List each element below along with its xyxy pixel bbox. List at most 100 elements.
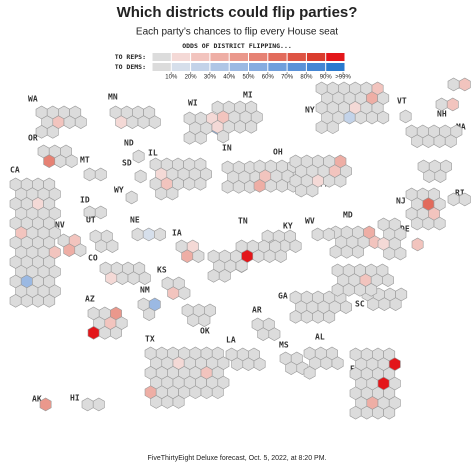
- district-hex: [94, 205, 107, 220]
- district-hex: [365, 283, 378, 297]
- district-hex: [105, 271, 118, 285]
- state-label: MT: [80, 156, 90, 165]
- district-hex: [32, 294, 44, 308]
- district-hex: [137, 115, 150, 129]
- district-hex: [200, 385, 213, 400]
- state-label: CA: [10, 166, 20, 175]
- district-hex: [189, 385, 202, 400]
- district-hex: [446, 97, 459, 112]
- district-hex: [253, 179, 266, 193]
- district-hex: [154, 227, 166, 242]
- district-hex: [433, 216, 446, 231]
- district-hex: [285, 361, 298, 375]
- legend-swatch: [210, 53, 229, 61]
- district-hex: [187, 313, 200, 327]
- district-hex: [311, 227, 324, 242]
- legend-tick-label: 70%: [281, 75, 294, 81]
- district-hex: [295, 183, 308, 198]
- district-hex: [148, 115, 161, 129]
- district-hex: [83, 167, 96, 182]
- legend-tick-label: 90%: [320, 75, 333, 81]
- state-label: MD: [343, 211, 353, 220]
- state-label: IA: [172, 229, 182, 238]
- district-hex: [194, 131, 207, 145]
- legend-tick-label: >99%: [335, 75, 351, 81]
- state-label: MI: [243, 91, 253, 100]
- district-hex: [399, 109, 412, 124]
- legend-tick-label: 30%: [204, 75, 217, 81]
- legend-swatch: [152, 63, 171, 71]
- legend-swatch: [287, 63, 306, 71]
- district-hex: [422, 216, 435, 231]
- district-hex: [343, 110, 356, 125]
- district-hex: [331, 356, 344, 370]
- district-hex: [377, 110, 390, 125]
- district-hex: [303, 366, 316, 380]
- state-label: DE: [400, 225, 410, 234]
- district-hex: [331, 283, 344, 297]
- district-hex: [181, 249, 194, 263]
- state-label: CO: [88, 254, 98, 263]
- district-hex: [54, 154, 67, 168]
- district-hex: [143, 307, 156, 321]
- district-hex: [323, 310, 336, 324]
- state-label: OK: [200, 327, 210, 336]
- district-hex: [131, 227, 144, 242]
- state-label: IL: [148, 149, 158, 158]
- district-hex: [125, 190, 138, 205]
- district-hex: [326, 120, 339, 135]
- state-label: SC: [355, 300, 365, 309]
- legend-tick-label: 80%: [300, 75, 313, 81]
- state-label: NH: [437, 110, 447, 119]
- state-label: NJ: [396, 197, 406, 206]
- district-hex: [289, 239, 302, 253]
- district-hex: [116, 271, 129, 285]
- district-hex: [92, 397, 105, 412]
- legend-swatch: [249, 63, 268, 71]
- district-hex: [178, 286, 191, 300]
- district-hex: [81, 397, 94, 412]
- district-hex: [115, 115, 128, 129]
- district-hex: [252, 249, 265, 263]
- district-hex: [9, 294, 22, 308]
- district-hex: [367, 297, 380, 311]
- district-hex: [352, 245, 364, 259]
- district-hex: [268, 327, 281, 341]
- district-hex: [423, 169, 436, 183]
- district-hex: [383, 246, 396, 261]
- legend-swatch: [326, 63, 345, 71]
- district-hex: [354, 283, 366, 297]
- district-hex: [458, 192, 471, 207]
- district-hex: [106, 239, 119, 253]
- legend-swatch: [326, 53, 345, 61]
- district-hex: [366, 110, 378, 125]
- state-label: AZ: [85, 295, 95, 304]
- legend-row-label: TO REPS:: [115, 53, 146, 61]
- district-hex: [263, 249, 276, 263]
- district-hex: [447, 77, 460, 92]
- district-hex: [349, 405, 362, 420]
- district-hex: [35, 125, 48, 139]
- state-label: UT: [86, 216, 96, 225]
- district-hex: [394, 246, 407, 261]
- state-label: MN: [108, 93, 118, 102]
- district-hex: [411, 237, 424, 252]
- district-hex: [20, 294, 33, 308]
- state-label: NM: [140, 286, 150, 295]
- state-label: OH: [273, 148, 283, 157]
- district-hex: [142, 227, 155, 242]
- legend-swatch: [287, 53, 306, 61]
- district-hex: [389, 297, 402, 311]
- district-hex: [43, 154, 56, 168]
- district-hex: [232, 180, 245, 194]
- state-label: TN: [238, 217, 248, 226]
- district-hex: [194, 177, 207, 191]
- district-hex: [315, 120, 328, 135]
- district-hex: [342, 283, 355, 297]
- legend-swatch: [171, 63, 191, 71]
- district-hex: [235, 259, 248, 273]
- legend-tick-label: 60%: [262, 75, 275, 81]
- district-hex: [422, 134, 435, 148]
- state-label: GA: [278, 292, 288, 301]
- district-hex: [340, 245, 353, 259]
